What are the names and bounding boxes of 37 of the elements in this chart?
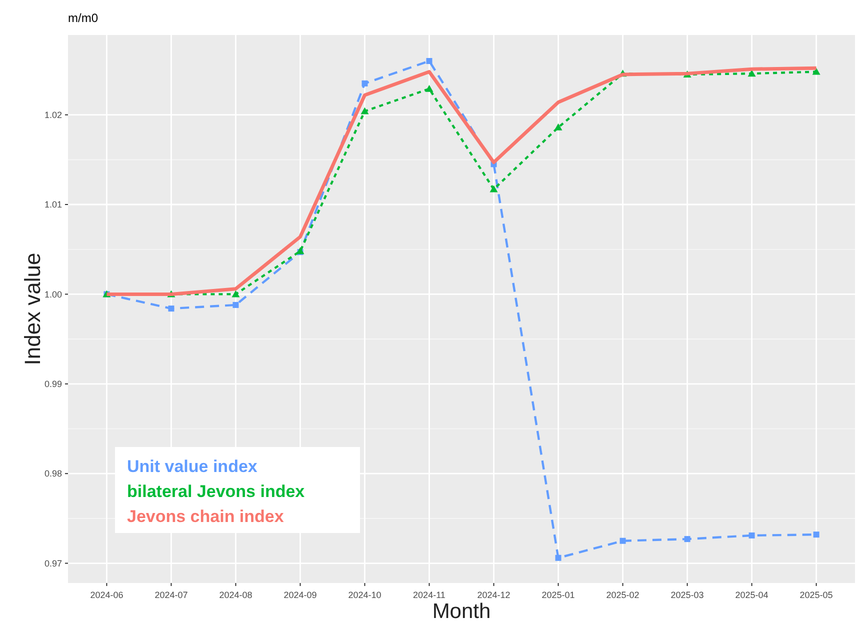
y-tick-label: 0.97 (44, 558, 62, 568)
point (232, 290, 240, 298)
x-tick-label: 2025-03 (670, 590, 704, 600)
point (684, 536, 690, 542)
x-tick-label: 2024-06 (90, 590, 124, 600)
chart-title: m/m0 (68, 11, 98, 25)
y-tick-label: 0.98 (44, 468, 62, 479)
x-tick-label: 2024-09 (284, 590, 317, 600)
y-tick-label: 0.99 (44, 379, 62, 390)
y-tick-label: 1.00 (44, 289, 62, 300)
point (360, 107, 369, 114)
x-tick-label: 2025-05 (800, 590, 833, 600)
x-tick-label: 2024-07 (154, 590, 188, 600)
x-tick-label: 2025-04 (735, 590, 768, 600)
point (620, 538, 626, 544)
point (490, 185, 498, 192)
point (748, 70, 756, 77)
point (362, 80, 368, 86)
x-tick-label: 2024-12 (477, 590, 510, 600)
point (232, 302, 239, 308)
x-tick-label: 2025-02 (606, 590, 640, 600)
point (425, 84, 434, 92)
x-tick-label: 2024-08 (219, 590, 252, 600)
y-tick-label: 1.01 (44, 200, 62, 210)
x-axis-title: Month (432, 600, 491, 623)
point (555, 554, 562, 561)
point (554, 123, 562, 130)
point (812, 68, 820, 75)
y-tick-label: 1.02 (44, 110, 62, 120)
x-tick-label: 2024-10 (348, 590, 382, 600)
y-axis-title: Index value (20, 252, 45, 366)
point (748, 532, 755, 538)
point (813, 532, 820, 538)
x-tick-label: 2024-11 (413, 590, 446, 600)
point (168, 306, 174, 312)
point (426, 58, 432, 64)
x-tick-label: 2025-01 (542, 590, 575, 600)
